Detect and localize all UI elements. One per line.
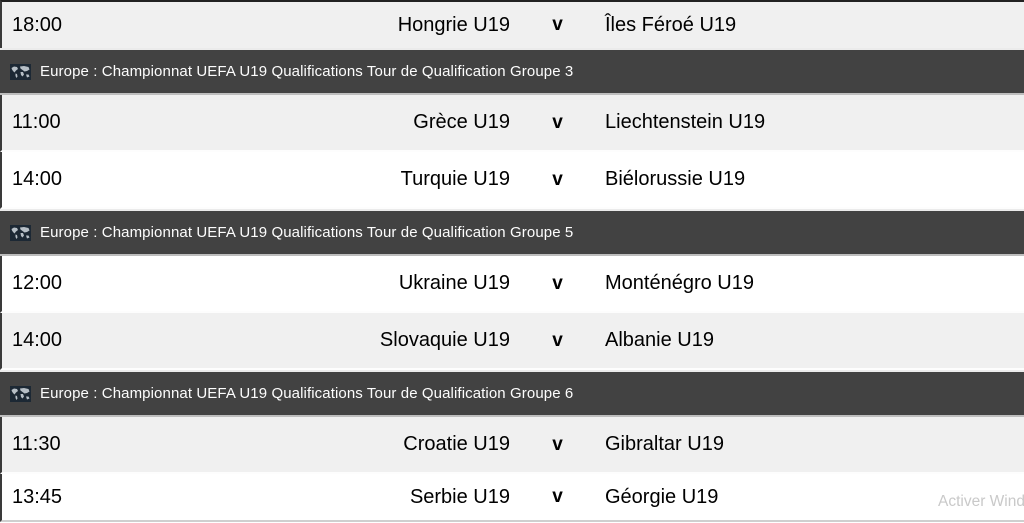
home-team: Serbie U19 [409, 485, 510, 508]
versus-label: v [552, 329, 563, 351]
match-time: 12:00 [12, 272, 63, 294]
match-time: 11:00 [12, 111, 61, 133]
versus-label: v [552, 168, 563, 190]
match-row[interactable]: 11:30 Croatie U19 v Gibraltar U19 [0, 417, 1024, 474]
home-team: Turquie U19 [400, 168, 510, 190]
away-team: Îles Féroé U19 [605, 13, 737, 36]
match-row[interactable]: 14:00 Slovaquie U19 v Albanie U19 [0, 313, 1024, 370]
match-row[interactable]: 11:00 Grèce U19 v Liechtenstein U19 [0, 95, 1024, 152]
match-time: 14:00 [12, 329, 63, 351]
league-label: Europe : Championnat UEFA U19 Qualificat… [40, 385, 574, 402]
versus-label: v [552, 272, 563, 294]
home-team: Slovaquie U19 [379, 329, 510, 351]
match-row[interactable]: 14:00 Turquie U19 v Biélorussie U19 [0, 152, 1024, 209]
home-team: Hongrie U19 [397, 13, 510, 36]
match-time: 13:45 [12, 485, 63, 508]
away-team: Albanie U19 [605, 329, 714, 351]
home-team: Grèce U19 [413, 111, 510, 133]
match-row[interactable]: 18:00 Hongrie U19 v Îles Féroé U19 [0, 0, 1024, 48]
league-header[interactable]: Europe : Championnat UEFA U19 Qualificat… [0, 48, 1024, 95]
versus-label: v [552, 111, 563, 133]
home-team: Ukraine U19 [398, 272, 510, 294]
versus-label: v [552, 14, 563, 35]
versus-label: v [552, 486, 563, 507]
league-label: Europe : Championnat UEFA U19 Qualificat… [40, 63, 574, 80]
away-team: Monténégro U19 [605, 272, 754, 294]
versus-label: v [552, 433, 563, 455]
league-header[interactable]: Europe : Championnat UEFA U19 Qualificat… [0, 209, 1024, 256]
match-row[interactable]: 13:45 Serbie U19 v Géorgie U19 [0, 474, 1024, 522]
away-team: Liechtenstein U19 [605, 111, 766, 133]
away-team: Géorgie U19 [605, 485, 719, 508]
world-map-icon [10, 385, 31, 402]
home-team: Croatie U19 [403, 433, 510, 455]
league-header[interactable]: Europe : Championnat UEFA U19 Qualificat… [0, 370, 1024, 417]
match-time: 14:00 [12, 168, 63, 190]
match-time: 18:00 [12, 13, 63, 36]
away-team: Gibraltar U19 [605, 433, 724, 455]
away-team: Biélorussie U19 [605, 168, 746, 190]
match-row[interactable]: 12:00 Ukraine U19 v Monténégro U19 [0, 256, 1024, 313]
league-label: Europe : Championnat UEFA U19 Qualificat… [40, 224, 574, 241]
world-map-icon [10, 224, 31, 241]
world-map-icon [10, 63, 31, 80]
match-time: 11:30 [12, 433, 61, 455]
